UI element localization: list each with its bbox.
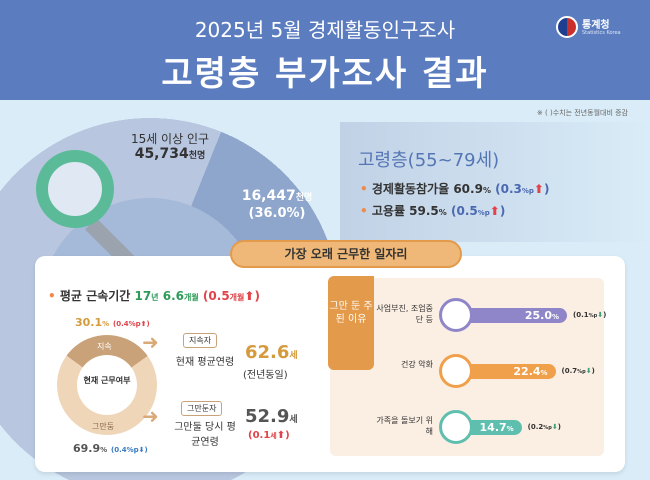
tenure-stat: • 평균 근속기간 17년 6.6개월 (0.5개월⬆) xyxy=(48,289,260,303)
tenure-months-unit: 개월 xyxy=(184,293,199,302)
logo-subtext: Statistics Korea xyxy=(582,30,621,36)
up-arrow-icon: ⬆ xyxy=(533,182,544,196)
reason-label: 건강 악화 xyxy=(401,360,433,369)
reason-label: 사업부진, 조업중단 등 xyxy=(376,304,433,324)
elderly-unit: 천명 xyxy=(295,193,313,203)
reason-change-value: 0.1 xyxy=(576,311,589,319)
reason-change-value: 0.7 xyxy=(564,367,578,375)
elderly-number: 16,447 xyxy=(241,188,296,204)
population-value: 45,734천명 xyxy=(110,146,230,162)
continuing-age: 62.6세 xyxy=(245,342,298,363)
reason-change-unit: %p xyxy=(588,313,598,319)
elderly-title: 고령층(55~79세) xyxy=(358,150,500,171)
reason-change: (0.1%p⬇) xyxy=(573,311,607,319)
logo-name: 통계청 xyxy=(582,20,610,31)
population-label: 15세 이상 인구 xyxy=(130,132,210,146)
reason-bar: 22.4% xyxy=(457,364,556,379)
section-title: 가장 오래 근무한 일자리 xyxy=(230,240,462,268)
stat-participation: • 경제활동참가율 60.9% (0.3%p⬆) xyxy=(360,182,550,196)
up-arrow-icon: ⬆ xyxy=(489,204,500,218)
reason-bar: 25.0% xyxy=(457,308,567,323)
continuing-value: 30.1 xyxy=(75,316,103,329)
quit-change: 0.4%p xyxy=(114,446,139,454)
tenure-change-unit: 개월 xyxy=(229,293,245,302)
continuing-badge: 지속자 xyxy=(183,333,218,348)
declining-chart-icon xyxy=(439,298,473,332)
continuing-age-label: 현재 평균연령 xyxy=(175,357,235,368)
reason-change: (0.2%p⬇) xyxy=(527,423,561,431)
footnote: ※ ( )수치는 전년동월대비 증감 xyxy=(536,109,628,117)
arrow-icon: ➜ xyxy=(142,404,159,428)
reason-bar: 14.7% xyxy=(457,420,522,435)
quit-pct: 69.9% (0.4%p⬇) xyxy=(73,442,148,455)
stat-change-unit: %p xyxy=(477,209,490,217)
elderly-person-icon xyxy=(439,354,473,388)
reasons-title: 그만 둔 주된 이유 xyxy=(328,276,374,370)
quit-value: 69.9 xyxy=(73,442,101,455)
reason-change-unit: %p xyxy=(577,369,586,375)
continuing-label: 지속 xyxy=(97,342,112,351)
reason-value: 22.4 xyxy=(513,365,541,378)
donut-center-label: 현재 근무여부 xyxy=(77,355,137,415)
continuing-unit: % xyxy=(102,320,110,328)
continuing-pct: 30.1% (0.4%p⬆) xyxy=(75,316,150,329)
reason-change: (0.7%p⬇) xyxy=(561,367,595,375)
stat-value: 60.9 xyxy=(453,182,483,196)
stat-label: 고용률 xyxy=(371,204,405,218)
down-arrow-icon: ⬇ xyxy=(597,311,604,319)
tenure-change: 0.5 xyxy=(208,289,230,303)
stat-employment: • 고용률 59.5% (0.5%p⬆) xyxy=(360,204,506,218)
continuing-age-value: 62.6 xyxy=(245,342,290,363)
taegeuk-logo-icon xyxy=(556,16,578,38)
continuing-age-change: (전년동일) xyxy=(243,370,288,381)
tenure-label: 평균 근속기간 xyxy=(59,289,131,303)
reason-change-value: 0.2 xyxy=(530,423,544,431)
quit-age-label: 그만둘 당시 평균연령 xyxy=(174,422,236,448)
quit-age-change: (0.1세⬆) xyxy=(248,430,290,441)
stat-change: 0.5 xyxy=(456,204,478,218)
quit-age-change-value: 0.1 xyxy=(252,430,271,441)
family-care-icon xyxy=(439,410,473,444)
magnifier-icon xyxy=(36,150,114,228)
quit-unit: % xyxy=(100,446,108,454)
population-unit: 천명 xyxy=(188,151,206,161)
stat-change: 0.3 xyxy=(500,182,522,196)
stat-label: 경제활동참가율 xyxy=(371,182,450,196)
stat-unit: % xyxy=(438,208,447,217)
tenure-years: 17 xyxy=(134,289,152,303)
quit-age-unit: 세 xyxy=(289,415,298,425)
arrow-icon: ➜ xyxy=(142,330,159,354)
reason-change-unit: %p xyxy=(543,425,552,431)
quit-age: 52.9세 xyxy=(245,406,298,427)
continuing-change: 0.4%p xyxy=(116,320,141,328)
header-banner xyxy=(0,0,650,100)
continuing-age-unit: 세 xyxy=(289,351,298,361)
page-subtitle: 2025년 5월 경제활동인구조사 xyxy=(194,18,456,42)
elderly-share: (36.0%) xyxy=(248,206,306,221)
stat-value: 59.5 xyxy=(409,204,439,218)
stat-unit: % xyxy=(482,186,491,195)
stat-change-unit: %p xyxy=(521,187,534,195)
quit-age-change-unit: 세 xyxy=(270,432,277,440)
quit-label: 그만둠 xyxy=(92,422,115,431)
reason-value: 14.7 xyxy=(479,421,507,434)
tenure-months: 6.6 xyxy=(162,289,184,303)
reason-value: 25.0 xyxy=(524,309,552,322)
down-arrow-icon: ⬇ xyxy=(551,423,558,431)
quit-badge: 그만둔자 xyxy=(181,401,223,416)
elderly-value: 16,447천명 xyxy=(232,188,322,204)
page-title: 고령층 부가조사 결과 xyxy=(161,54,489,94)
down-arrow-icon: ⬇ xyxy=(585,367,592,375)
reason-label: 가족을 돌보기 위해 xyxy=(376,416,433,436)
up-arrow-icon: ⬆ xyxy=(244,289,255,303)
quit-age-value: 52.9 xyxy=(245,406,290,427)
population-number: 45,734 xyxy=(134,146,189,162)
tenure-years-unit: 년 xyxy=(151,293,159,302)
